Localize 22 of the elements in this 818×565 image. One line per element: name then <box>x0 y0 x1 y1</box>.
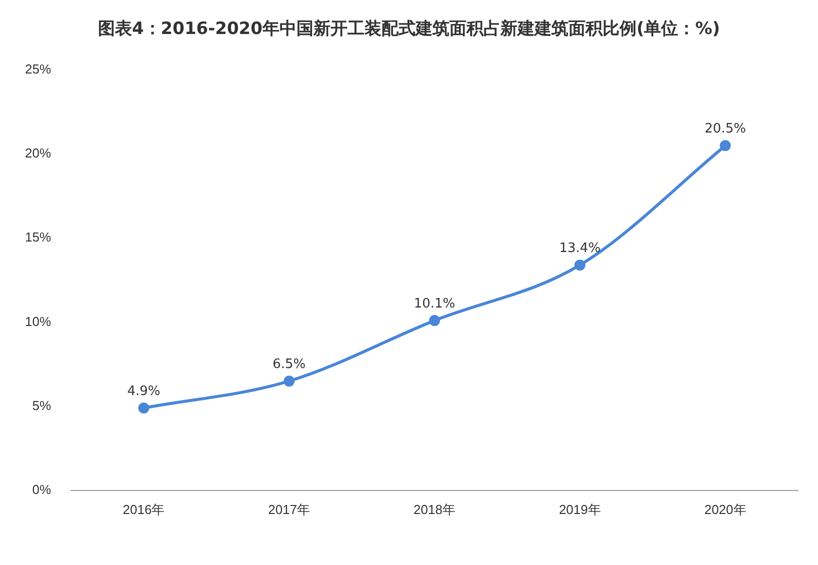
x-tick-label: 2020年 <box>704 502 746 517</box>
x-tick-label: 2016年 <box>122 502 165 517</box>
chart-title: 图表4：2016-2020年中国新开工装配式建筑面积占新建建筑面积比例(单位：%) <box>96 18 722 40</box>
data-label: 4.9% <box>127 384 160 399</box>
y-tick-label: 25% <box>24 62 52 77</box>
y-tick-label: 0% <box>32 482 52 497</box>
x-tick-label: 2017年 <box>268 502 310 517</box>
x-tick-label: 2018年 <box>414 502 456 517</box>
y-tick-label: 10% <box>24 314 52 329</box>
point <box>429 315 440 326</box>
y-tick-label: 15% <box>24 230 52 245</box>
data-label: 13.4% <box>559 240 601 256</box>
data-label: 10.1% <box>414 296 456 312</box>
point <box>138 402 150 414</box>
point <box>284 376 295 387</box>
y-tick-label: 20% <box>24 146 52 161</box>
point <box>574 260 586 271</box>
data-label: 6.5% <box>272 356 306 372</box>
point <box>720 140 731 152</box>
y-tick-label: 5% <box>32 398 52 413</box>
x-tick-label: 2019年 <box>558 502 601 517</box>
data-label: 20.5% <box>704 122 746 137</box>
